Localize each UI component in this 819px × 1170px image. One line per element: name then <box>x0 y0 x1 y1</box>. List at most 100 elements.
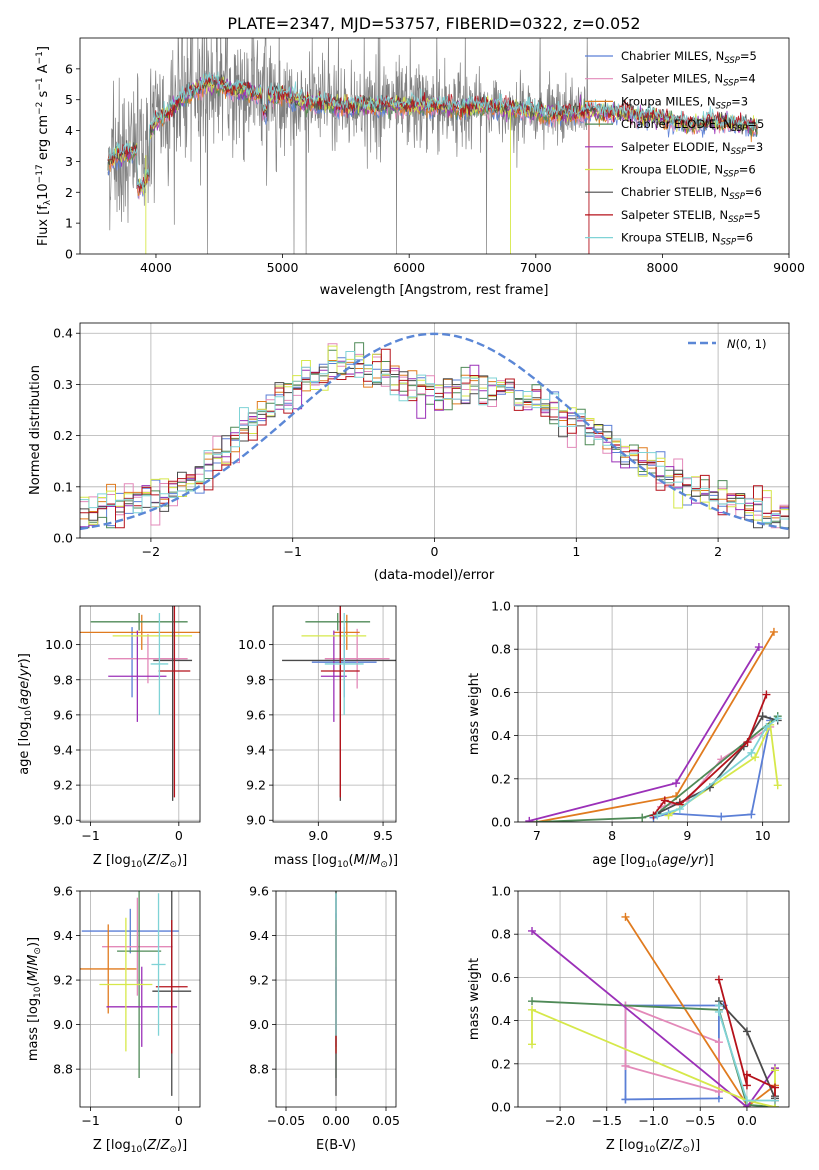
x-tick-label: 0 <box>431 544 439 559</box>
weight-marker <box>770 1066 779 1075</box>
x-tick-label: 1 <box>572 544 580 559</box>
normal-distribution-curve <box>80 332 789 531</box>
histogram-kroupa-stelib <box>80 351 789 523</box>
y-axis-label: Flux [fλ10−17 erg cm−2 s−1 A−1] <box>35 46 53 246</box>
y-tick-label: 9.4 <box>53 928 73 943</box>
axes-frame <box>79 37 790 255</box>
plot-area-age_vs_mass <box>282 606 396 801</box>
y-axis-label: age [log10(age/yr)] <box>17 653 34 775</box>
axes-frame <box>517 890 790 1108</box>
x-tick-label: 8 <box>608 828 616 843</box>
weight-marker <box>762 690 771 699</box>
weight-marker <box>747 810 756 819</box>
y-tick-label: 9.2 <box>53 778 73 793</box>
x-tick-label: 9.5 <box>373 828 393 843</box>
x-tick-label: 7000 <box>520 260 552 275</box>
weight-marker <box>762 722 771 731</box>
model-line-kroupa-stelib <box>107 71 758 191</box>
legend-entry: Kroupa STELIB, NSSP=6 <box>621 231 753 248</box>
weight-marker <box>770 1083 779 1092</box>
plot-area-age_vs_Z <box>80 606 200 801</box>
legend-entry: Chabrier STELIB, NSSP=6 <box>621 185 762 202</box>
plot-area-spectrum <box>107 38 758 254</box>
legend-entry: N(0, 1) <box>727 337 767 351</box>
y-tick-label: 0.1 <box>53 479 73 494</box>
x-axis-label: Z [log10(Z/Z⊙)] <box>93 853 187 870</box>
x-tick-label: 5000 <box>267 260 299 275</box>
y-tick-label: 9.2 <box>53 973 73 988</box>
y-tick-label: 0.2 <box>491 1056 511 1071</box>
weight-marker <box>758 712 767 721</box>
y-tick-label: 9.8 <box>246 672 266 687</box>
y-tick-label: 0.3 <box>53 377 73 392</box>
x-tick-label: 4000 <box>140 260 172 275</box>
y-tick-label: 6 <box>65 61 73 76</box>
x-axis-label: Z [log10(Z/Z⊙)] <box>93 1138 187 1155</box>
x-axis-label: mass [log10(M/M⊙)] <box>274 853 398 870</box>
weight-marker <box>525 816 534 822</box>
panel-age_vs_Z: −1 0 9.0 9.2 9.4 9.6 9.8 10.0 Z [log10(Z/Z⊙)] age… <box>17 605 201 870</box>
legend-entry: Kroupa ELODIE, NSSP=6 <box>621 163 756 180</box>
x-tick-label: −1 <box>81 1113 99 1128</box>
y-tick-label: 0.4 <box>53 326 73 341</box>
axes-frame <box>79 605 201 823</box>
y-axis-label: mass [log10(M/M⊙)] <box>26 937 43 1061</box>
x-tick-label: −1 <box>81 828 99 843</box>
weight-marker <box>621 1095 630 1104</box>
y-tick-label: 0.2 <box>491 771 511 786</box>
weight-marker <box>528 926 537 935</box>
weight-line-salpeter-elodie <box>529 646 760 822</box>
weight-marker <box>621 912 630 921</box>
y-tick-label: 5 <box>65 92 73 107</box>
weight-marker <box>528 1005 537 1014</box>
x-tick-label: 2 <box>714 544 722 559</box>
y-tick-label: 9.6 <box>249 884 269 899</box>
axes-frame <box>517 605 790 823</box>
weight-marker <box>770 1096 779 1105</box>
y-tick-label: 9.4 <box>249 928 269 943</box>
y-tick-label: 0.4 <box>491 728 511 743</box>
y-tick-label: 0.0 <box>491 815 511 830</box>
histogram-salpeter-elodie <box>80 353 789 528</box>
plot-area-weight_vs_age <box>525 627 782 822</box>
weight-marker <box>743 738 752 747</box>
y-tick-label: 0 <box>65 247 73 262</box>
weight-marker <box>742 1096 751 1105</box>
x-tick-label: −2.0 <box>545 1113 575 1128</box>
y-tick-label: 0.8 <box>491 642 511 657</box>
y-tick-label: 9.8 <box>53 672 73 687</box>
weight-marker <box>528 1040 537 1049</box>
panel-spectrum: 4000 5000 6000 7000 8000 9000 0 1 2 3 4 5 6 wavelengt… <box>35 37 805 298</box>
panel-weight_vs_Z: −2.0 −1.5 −1.0 −0.5 0.0 0.0 0.2 0.4 0.6 0.8 1.0 mas… <box>467 884 790 1155</box>
y-tick-label: 0.6 <box>491 970 511 985</box>
y-tick-label: 9.4 <box>53 743 73 758</box>
y-tick-label: 9.0 <box>53 1017 73 1032</box>
weight-line-kroupa-miles <box>536 631 775 822</box>
weight-marker <box>751 753 760 762</box>
y-tick-label: 0.2 <box>53 428 73 443</box>
weight-marker <box>528 997 537 1006</box>
panel-age_vs_mass: 9.0 9.5 9.0 9.2 9.4 9.6 9.8 10.0 mass [log10(M/M… <box>238 605 398 870</box>
y-tick-label: 10.0 <box>45 637 73 652</box>
y-tick-label: 1.0 <box>491 884 511 899</box>
y-tick-label: 9.4 <box>246 743 266 758</box>
y-tick-label: 9.6 <box>53 707 73 722</box>
y-tick-label: 0.0 <box>491 1100 511 1115</box>
x-tick-label: 9 <box>683 828 691 843</box>
x-tick-label: 0.00 <box>322 1113 350 1128</box>
y-axis-label: Normed distribution <box>28 365 43 495</box>
y-tick-label: 9.2 <box>249 973 269 988</box>
x-axis-label: wavelength [Angstrom, rest frame] <box>320 283 549 298</box>
axes-frame <box>79 322 790 539</box>
y-tick-label: 9.0 <box>249 1017 269 1032</box>
y-tick-label: 9.6 <box>246 707 266 722</box>
x-tick-label: 9000 <box>773 260 805 275</box>
x-tick-label: −1.5 <box>592 1113 622 1128</box>
y-tick-label: 9.2 <box>246 778 266 793</box>
x-tick-label: −1 <box>283 544 301 559</box>
legend-entry: Chabrier ELODIE, NSSP=5 <box>621 117 764 134</box>
x-tick-label: 9.0 <box>308 828 328 843</box>
x-axis-label: E(B-V) <box>316 1138 356 1153</box>
weight-marker <box>742 1027 751 1036</box>
